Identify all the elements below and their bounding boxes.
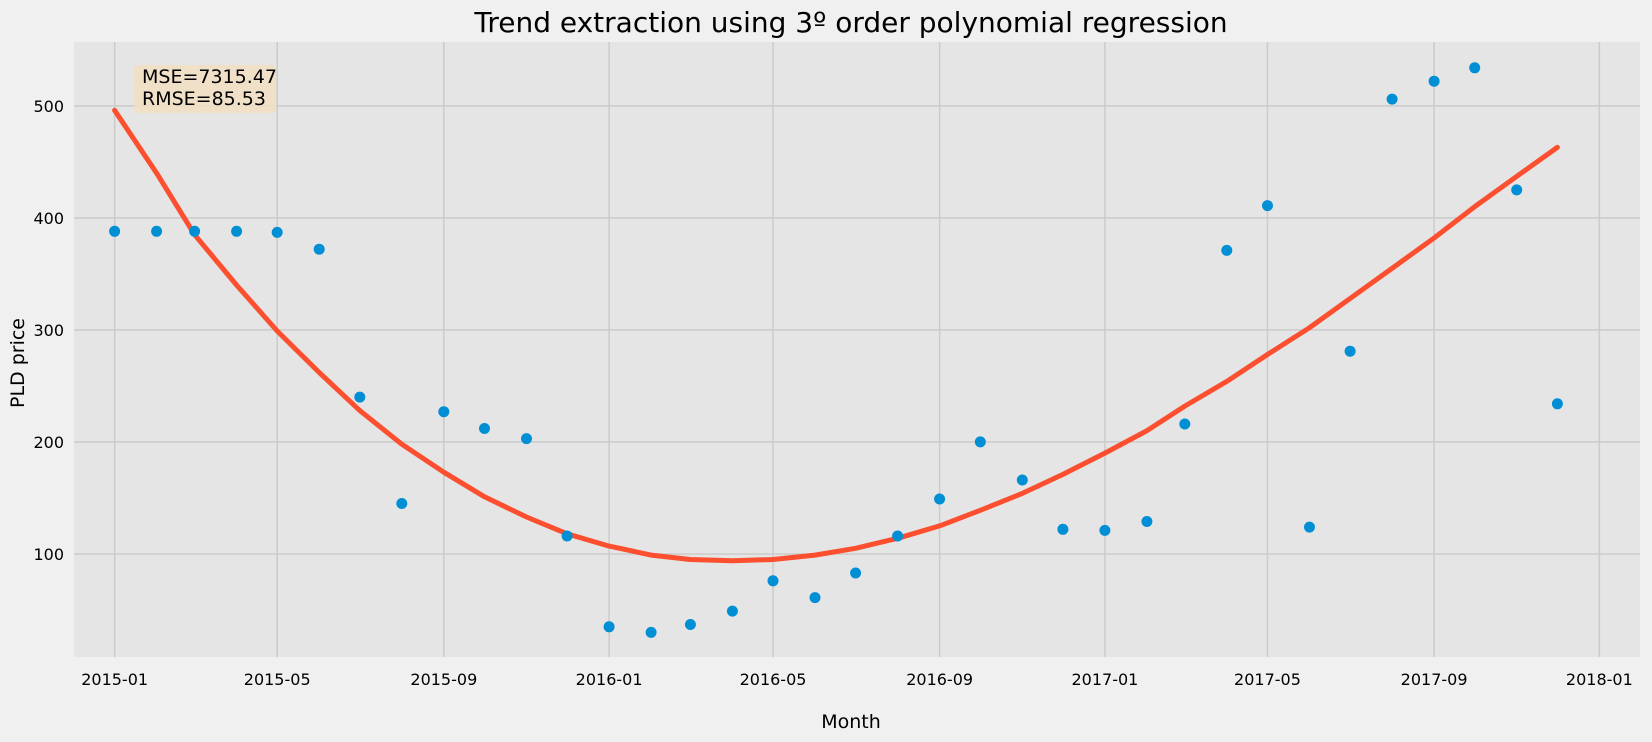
- chart-title: Trend extraction using 3º order polynomi…: [473, 6, 1227, 39]
- scatter-point: [1016, 474, 1028, 486]
- scatter-point: [1428, 75, 1440, 87]
- scatter-point: [850, 567, 862, 579]
- x-tick-label: 2017-05: [1234, 670, 1301, 689]
- metrics-annotation: MSE=7315.47 RMSE=85.53: [134, 65, 277, 113]
- scatter-point: [396, 498, 408, 509]
- scatter-point: [438, 406, 450, 418]
- scatter-point: [892, 530, 904, 542]
- scatter-point: [1469, 62, 1481, 74]
- scatter-point: [1386, 93, 1398, 105]
- x-tick-label: 2015-01: [81, 670, 148, 689]
- y-tick-label: 300: [33, 321, 64, 340]
- scatter-point: [1262, 200, 1273, 212]
- scatter-point: [603, 621, 615, 633]
- trend-line-path: [112, 107, 1560, 564]
- x-tick-label: 2015-09: [410, 670, 477, 689]
- scatter-point: [645, 626, 657, 638]
- scatter-point: [271, 226, 283, 238]
- annotation-rmse: RMSE=85.53: [142, 88, 266, 110]
- x-tick-label: 2015-05: [244, 670, 311, 689]
- scatter-point: [109, 225, 121, 237]
- scatter-point: [561, 530, 573, 542]
- x-tick-label: 2016-09: [906, 670, 973, 689]
- scatter-point: [767, 575, 779, 587]
- x-tick-label: 2017-09: [1401, 670, 1468, 689]
- plot-area: [74, 42, 1640, 657]
- scatter-point: [189, 225, 201, 237]
- y-tick-label: 400: [33, 209, 64, 228]
- annotation-mse: MSE=7315.47: [142, 66, 277, 88]
- y-tick-label: 500: [33, 97, 64, 116]
- scatter-point: [1221, 244, 1233, 256]
- scatter-point: [479, 423, 490, 434]
- x-axis-label: Month: [821, 711, 881, 733]
- scatter-point: [684, 619, 696, 630]
- scatter-point: [1099, 524, 1111, 536]
- grid: [74, 42, 1640, 657]
- scatter-point: [313, 243, 325, 255]
- scatter-point: [151, 225, 163, 237]
- scatter-point: [1344, 345, 1356, 357]
- scatter-point: [1511, 184, 1523, 196]
- trend-line: [112, 107, 1560, 564]
- x-tick-label: 2017-01: [1071, 670, 1138, 689]
- scatter-point: [354, 391, 366, 403]
- scatter-point: [809, 592, 821, 604]
- x-tick-label: 2018-01: [1566, 670, 1633, 689]
- y-tick-label: 200: [33, 433, 64, 452]
- scatter-point: [974, 436, 986, 448]
- scatter-point: [521, 433, 532, 445]
- scatter-point: [1179, 418, 1191, 430]
- scatter-points: [109, 62, 1563, 638]
- scatter-point: [1057, 523, 1069, 535]
- x-tick-label: 2016-01: [576, 670, 643, 689]
- scatter-point: [1304, 521, 1315, 533]
- scatter-point: [231, 225, 243, 237]
- y-axis-label: PLD price: [7, 318, 29, 408]
- scatter-point: [1141, 516, 1153, 527]
- scatter-point: [934, 493, 946, 505]
- x-tick-label: 2016-05: [740, 670, 807, 689]
- annotation-box: [134, 65, 276, 113]
- scatter-point: [726, 605, 738, 617]
- scatter-point: [1551, 398, 1563, 410]
- y-tick-label: 100: [33, 545, 64, 564]
- tick-labels: 2015-01 2015-05 2015-09 2016-01 2016-05 2016-…: [33, 97, 1632, 689]
